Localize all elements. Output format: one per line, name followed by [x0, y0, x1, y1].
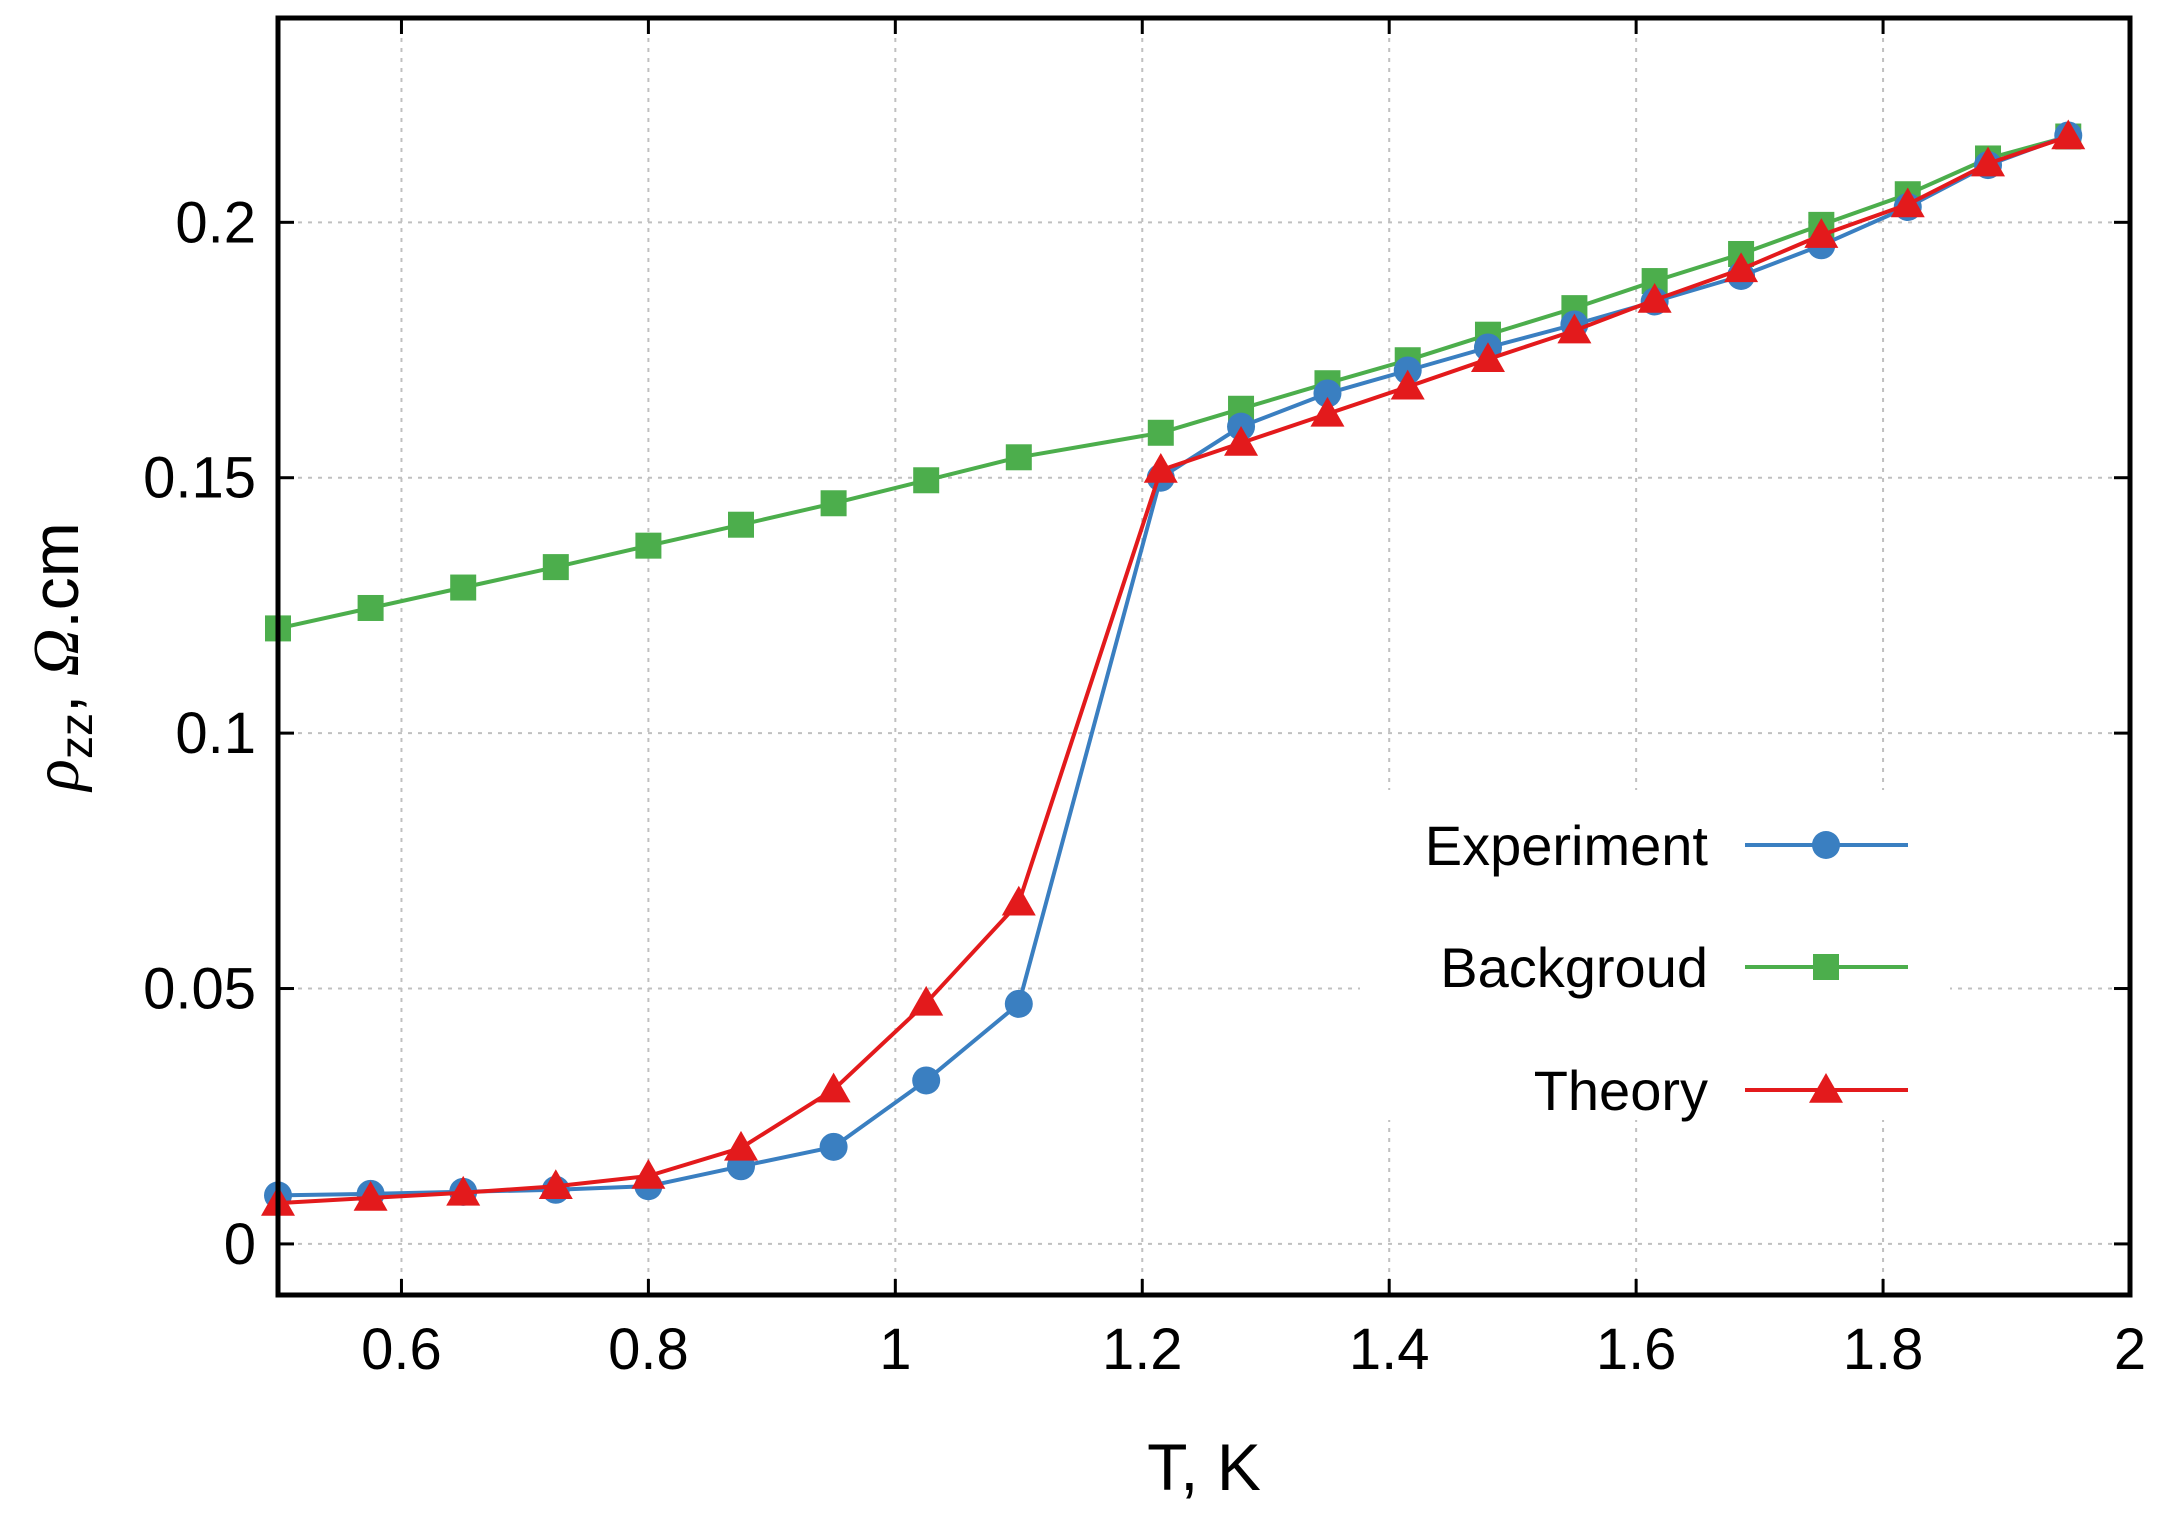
axis-ticks — [278, 18, 2132, 1295]
data-point-theory — [353, 1180, 388, 1211]
plot-frame — [275, 15, 2133, 1298]
x-tick-label: 1 — [879, 1317, 911, 1382]
data-point-backgroud — [635, 532, 662, 559]
data-point-theory — [1143, 453, 1178, 483]
plot-area — [261, 119, 2086, 1216]
legend-marker-theory — [1809, 1073, 1843, 1103]
y-axis-title-subscript: zz — [50, 713, 102, 759]
data-point-theory — [1310, 396, 1345, 427]
x-axis-title: T, K — [1147, 1430, 1261, 1504]
x-tick-label: 1.8 — [1843, 1317, 1924, 1382]
y-tick-label: 0.15 — [143, 446, 256, 511]
data-point-experiment — [912, 1066, 941, 1095]
data-point-theory — [631, 1158, 666, 1189]
data-point-backgroud — [1147, 419, 1174, 446]
data-point-theory — [446, 1175, 481, 1206]
y-axis-title-unit: .cm — [18, 522, 92, 628]
x-tick-label: 0.6 — [361, 1317, 442, 1382]
data-point-theory — [1637, 282, 1672, 313]
data-point-backgroud — [728, 511, 754, 538]
data-point-theory — [1557, 313, 1592, 344]
data-point-backgroud — [820, 490, 847, 517]
series-theory — [261, 119, 2086, 1216]
data-point-backgroud — [542, 554, 569, 581]
y-axis-title-separator: , — [18, 676, 92, 713]
data-point-theory — [1224, 425, 1259, 456]
data-point-experiment — [1313, 379, 1342, 408]
data-point-experiment — [819, 1132, 848, 1161]
data-point-theory — [1470, 342, 1505, 372]
data-point-backgroud — [450, 574, 477, 601]
data-point-theory — [1001, 885, 1036, 916]
y-tick-label: 0.05 — [143, 957, 256, 1022]
legend-item-theory: Theory — [1534, 1059, 1908, 1122]
legend-marker-experiment — [1812, 831, 1840, 859]
data-point-theory — [816, 1072, 851, 1103]
data-point-theory — [538, 1169, 573, 1199]
y-axis-title-rho: ρ — [20, 759, 93, 793]
x-tick-label: 2 — [2114, 1317, 2146, 1382]
x-tick-label: 1.6 — [1596, 1317, 1677, 1382]
data-point-theory — [1390, 369, 1425, 400]
legend-label-experiment: Experiment — [1425, 814, 1709, 877]
data-point-experiment — [1004, 989, 1033, 1018]
data-point-theory — [1971, 146, 2006, 177]
y-axis-title-omega: Ω — [20, 629, 93, 677]
legend-item-backgroud: Backgroud — [1440, 936, 1908, 999]
legend-item-experiment: Experiment — [1425, 814, 1908, 877]
y-tick-label: 0.1 — [175, 701, 256, 766]
data-point-theory — [1890, 187, 1925, 218]
data-point-theory — [1804, 218, 1839, 248]
data-point-theory — [1724, 252, 1759, 283]
y-axis-title: ρzz, Ω.cm — [18, 522, 102, 792]
y-tick-label: 0.2 — [175, 190, 256, 255]
legend-label-theory: Theory — [1534, 1059, 1708, 1122]
legend-label-backgroud: Backgroud — [1440, 936, 1708, 999]
data-point-backgroud — [1005, 444, 1032, 471]
y-tick-label: 0 — [224, 1212, 256, 1277]
axis-tick-labels: 0.6 0.8 1 1.2 1.4 1.6 1.8 2 0 0.05 0.1 0.15 0.2 — [143, 190, 2146, 1382]
data-point-backgroud — [357, 594, 384, 621]
x-tick-label: 1.4 — [1349, 1317, 1430, 1382]
data-point-backgroud — [913, 467, 940, 494]
legend-marker-backgroud — [1813, 954, 1839, 980]
data-point-theory — [2051, 119, 2086, 150]
legend: Experiment Backgroud Theory — [1425, 814, 1908, 1122]
data-point-theory — [909, 985, 944, 1016]
data-point-theory — [724, 1130, 758, 1161]
x-tick-label: 0.8 — [608, 1317, 689, 1382]
x-tick-label: 1.2 — [1102, 1317, 1183, 1382]
